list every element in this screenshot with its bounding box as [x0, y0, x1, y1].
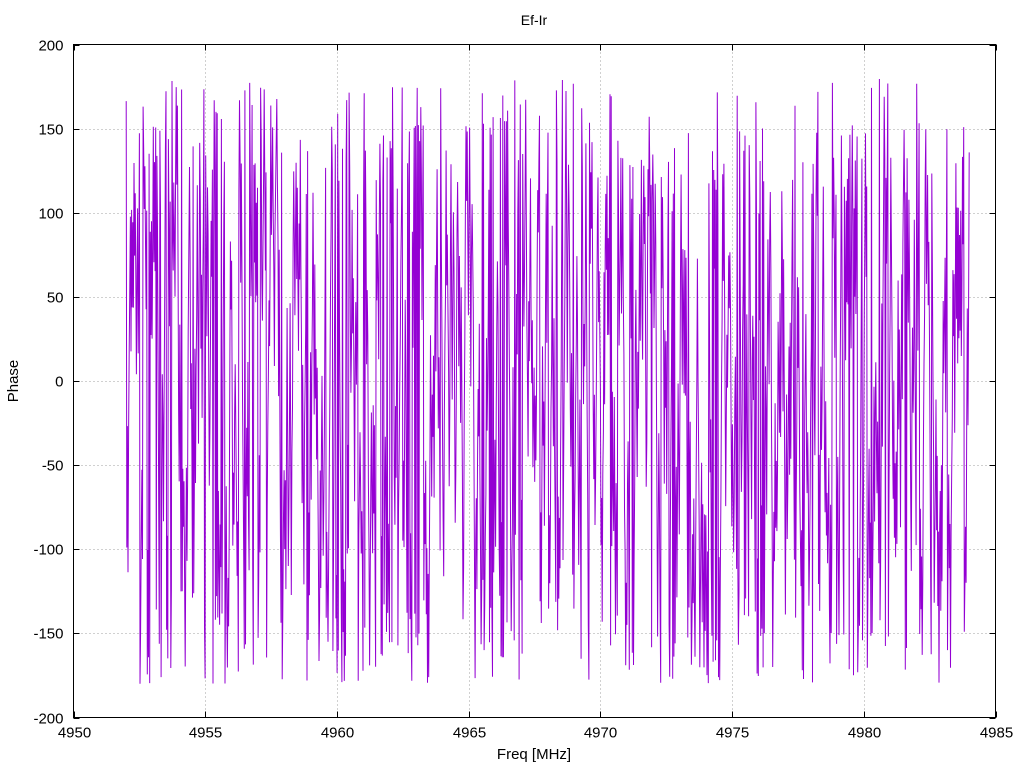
x-tick-label: 4950 [58, 725, 91, 742]
y-tick-label: 50 [47, 290, 64, 307]
tick-layer [73, 44, 997, 719]
y-axis-label: Phase [5, 360, 22, 403]
y-tick-label: -100 [33, 542, 63, 559]
y-tick-label: 200 [38, 38, 63, 55]
y-tick-label: -50 [42, 458, 64, 475]
y-tick-label: 100 [38, 206, 63, 223]
y-tick-label: 0 [55, 374, 63, 391]
x-tick-label: 4980 [848, 725, 881, 742]
x-tick-label: 4965 [453, 725, 486, 742]
chart-title: Ef-Ir [521, 12, 548, 28]
x-tick-label: 4955 [189, 725, 222, 742]
x-tick-label: 4960 [321, 725, 354, 742]
y-tick-label: -150 [33, 626, 63, 643]
y-tick-label: 150 [38, 122, 63, 139]
y-tick-label: -200 [33, 711, 63, 728]
label-layer: 4950 4955 4960 4965 4970 4975 4980 4985 -200 -150… [33, 38, 1013, 742]
x-tick-label: 4970 [584, 725, 617, 742]
series-layer [125, 78, 970, 684]
x-axis-label: Freq [MHz] [497, 746, 571, 763]
x-tick-label: 4975 [716, 725, 749, 742]
x-tick-label: 4985 [980, 725, 1013, 742]
phase-series-line [125, 78, 970, 684]
